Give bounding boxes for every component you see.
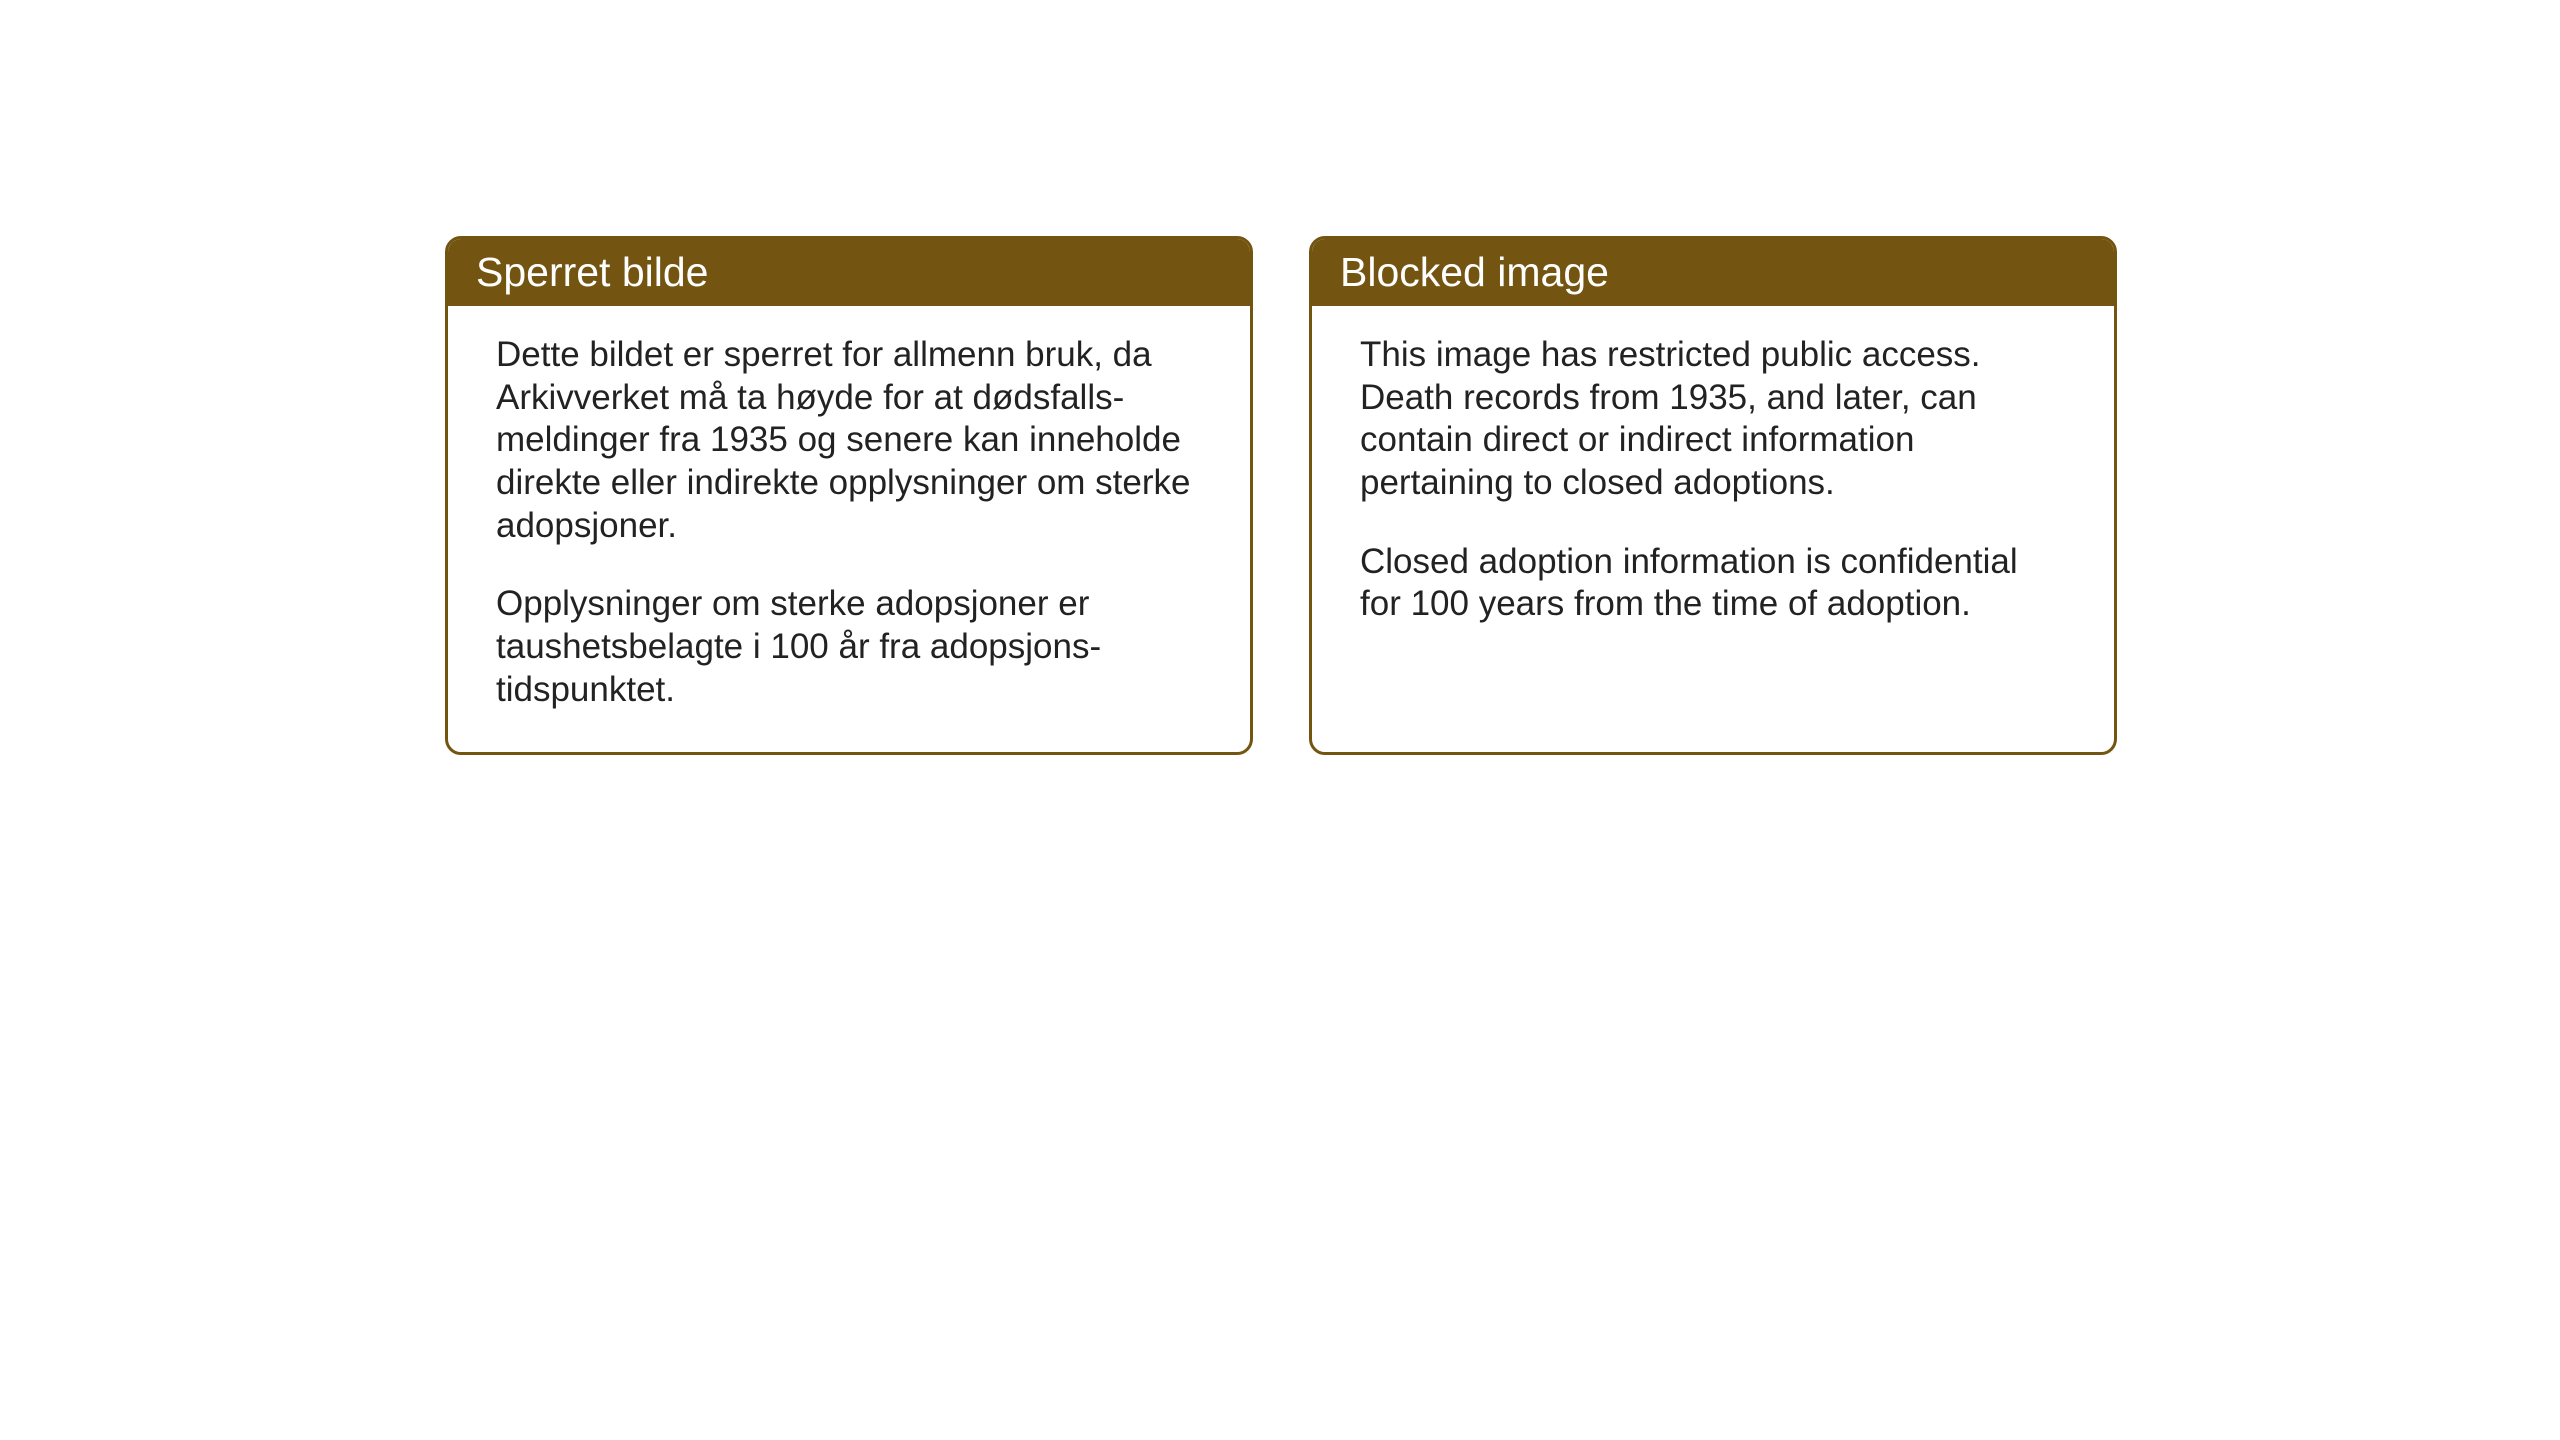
paragraph-1-english: This image has restricted public access.… [1360, 334, 2066, 505]
card-header-norwegian: Sperret bilde [448, 239, 1250, 306]
card-body-norwegian: Dette bildet er sperret for allmenn bruk… [448, 306, 1250, 752]
card-body-english: This image has restricted public access.… [1312, 306, 2114, 666]
card-header-english: Blocked image [1312, 239, 2114, 306]
card-english: Blocked image This image has restricted … [1309, 236, 2117, 755]
paragraph-2-english: Closed adoption information is confident… [1360, 541, 2066, 626]
paragraph-2-norwegian: Opplysninger om sterke adopsjoner er tau… [496, 583, 1202, 711]
card-norwegian: Sperret bilde Dette bildet er sperret fo… [445, 236, 1253, 755]
cards-container: Sperret bilde Dette bildet er sperret fo… [445, 236, 2117, 755]
paragraph-1-norwegian: Dette bildet er sperret for allmenn bruk… [496, 334, 1202, 547]
